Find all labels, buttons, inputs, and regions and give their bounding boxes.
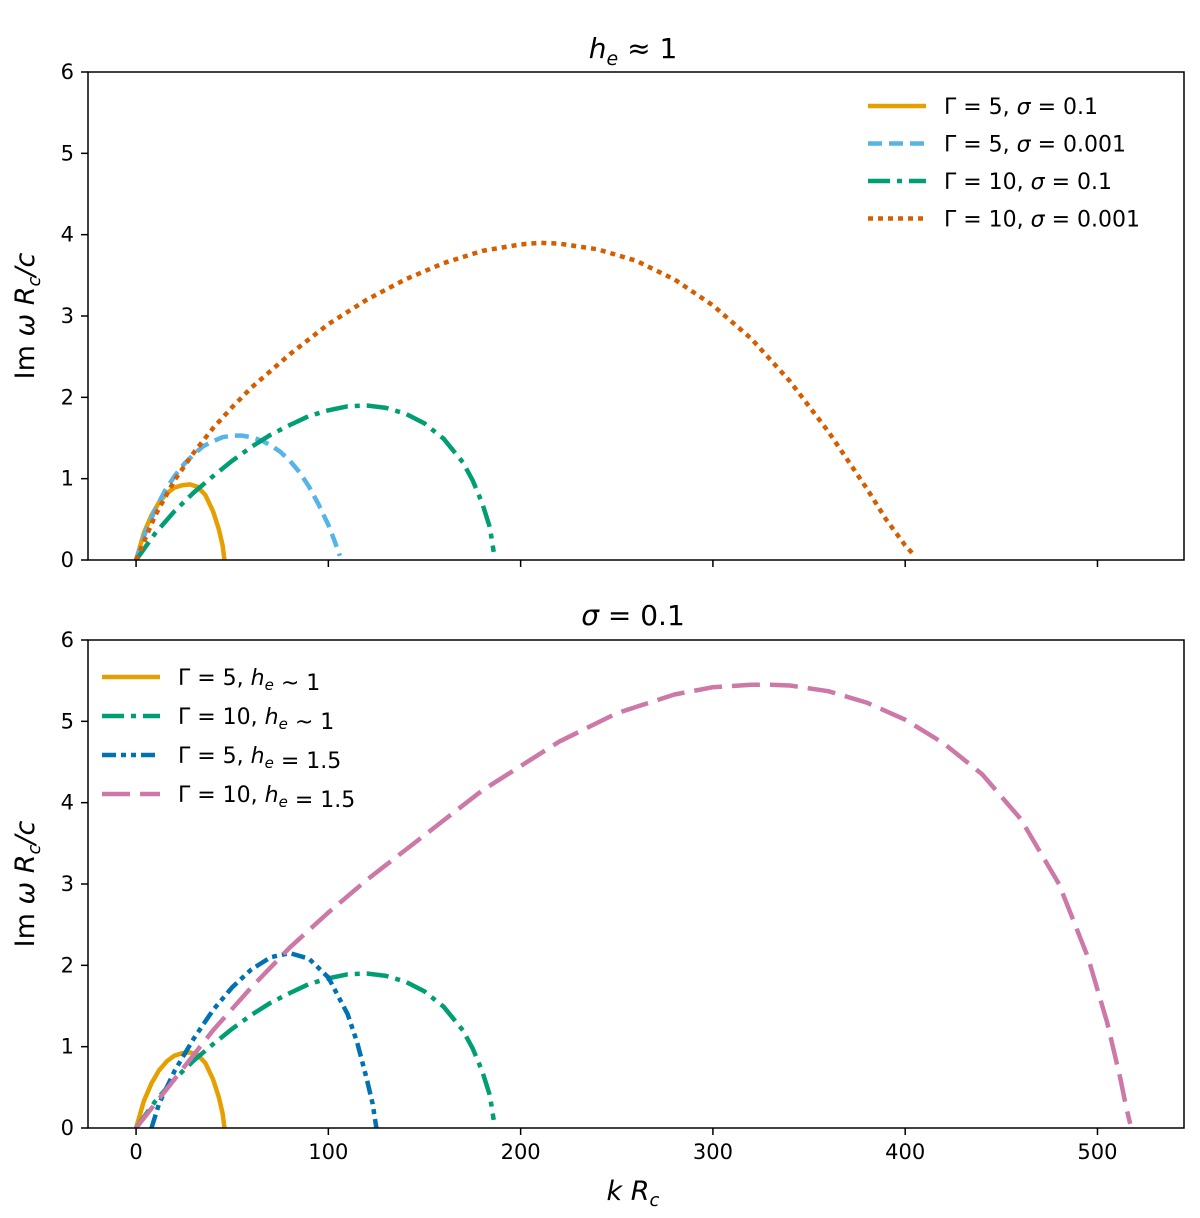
y-tick-label: 4 — [61, 223, 74, 247]
legend-label-1: Γ = 5, he ~ 1 — [178, 666, 320, 696]
legend-label-3: Γ = 5, he = 1.5 — [178, 744, 341, 774]
y-tick-label: 5 — [61, 709, 74, 733]
bottom-panel-xlabel: k Rc — [607, 1176, 660, 1211]
legend-label-4: Γ = 10, σ = 0.001 — [944, 208, 1140, 233]
y-tick-label: 1 — [61, 1035, 74, 1059]
svg-text:Im ω Rc/c: Im ω Rc/c — [10, 821, 45, 948]
bottom-panel-ylabel: Im ω Rc/c — [10, 821, 45, 948]
legend-label-4: Γ = 10, he = 1.5 — [178, 783, 355, 813]
y-tick-label: 6 — [61, 628, 74, 652]
series-line-4 — [134, 240, 917, 560]
legend: Γ = 5, he ~ 1 Γ = 10, he ~ 1 Γ = 5, he = 1… — [102, 666, 355, 813]
bottom-panel: σ = 0.1 Im ω Rc/c k Rc 0 100 200 300 400 500 0… — [10, 599, 1185, 1211]
y-tick-label: 0 — [61, 1116, 74, 1140]
y-tick-label: 3 — [61, 872, 74, 896]
x-tick-label: 300 — [693, 1140, 733, 1164]
series-line-2 — [133, 433, 343, 560]
series-line-4 — [134, 682, 1133, 1128]
x-tick-label: 0 — [129, 1140, 142, 1164]
legend: Γ = 5, σ = 0.1 Γ = 5, σ = 0.001 Γ = 10, σ … — [868, 95, 1140, 233]
legend-label-1: Γ = 5, σ = 0.1 — [944, 95, 1098, 120]
legend-label-2: Γ = 5, σ = 0.001 — [944, 133, 1126, 158]
y-tick-label: 2 — [61, 953, 74, 977]
series-line-1 — [133, 482, 227, 560]
x-tick-label: 100 — [308, 1140, 348, 1164]
legend-label-2: Γ = 10, he ~ 1 — [178, 705, 334, 735]
top-panel-ylabel: Im ω Rc/c — [10, 253, 45, 380]
x-tick-label: 500 — [1077, 1140, 1117, 1164]
y-tick-label: 3 — [61, 304, 74, 328]
y-tick-label: 6 — [61, 60, 74, 84]
series-line-3 — [134, 403, 496, 560]
legend-label-3: Γ = 10, σ = 0.1 — [944, 170, 1112, 195]
x-tick-label: 400 — [885, 1140, 925, 1164]
series-line-3 — [149, 950, 379, 1128]
x-tick-label: 200 — [501, 1140, 541, 1164]
svg-text:Im ω Rc/c: Im ω Rc/c — [10, 253, 45, 380]
y-tick-label: 0 — [61, 548, 74, 572]
bottom-panel-title: σ = 0.1 — [581, 599, 685, 632]
y-tick-label: 4 — [61, 791, 74, 815]
y-tick-label: 5 — [61, 141, 74, 165]
series-line-2 — [134, 971, 496, 1128]
y-tick-label: 2 — [61, 385, 74, 409]
top-panel-title: he ≈ 1 — [589, 32, 678, 70]
y-tick-label: 1 — [61, 467, 74, 491]
